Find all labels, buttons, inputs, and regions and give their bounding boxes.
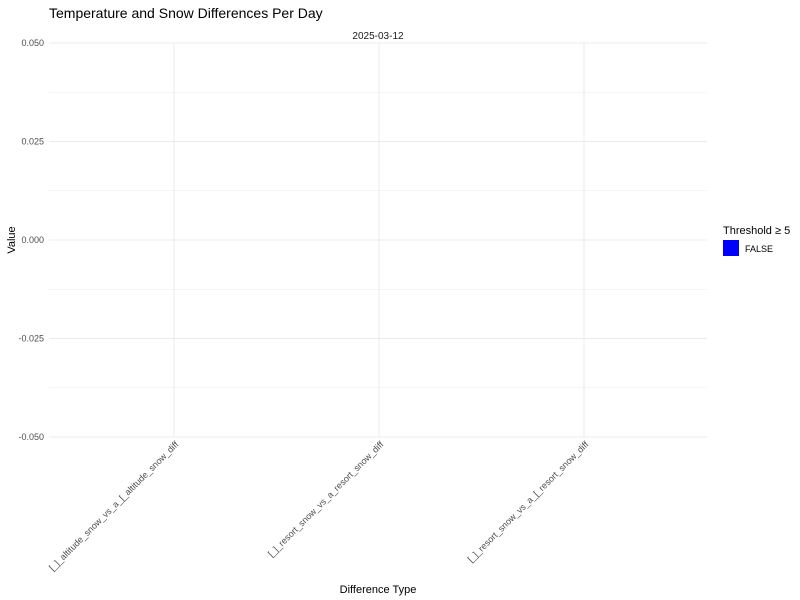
legend-label: FALSE — [745, 244, 773, 254]
y-tick-label: 0.025 — [21, 137, 44, 147]
x-axis-title: Difference Type — [340, 584, 417, 596]
legend-title: Threshold ≥ 5 — [723, 225, 790, 237]
y-tick-label: -0.050 — [18, 432, 44, 442]
x-tick-label: [_]_resort_snow_vs_a_[_resort_snow_diff — [466, 439, 591, 564]
y-tick-label: 0.050 — [21, 38, 44, 48]
minor-gridlines — [49, 91, 707, 389]
major-gridlines — [49, 42, 707, 438]
legend-entries: FALSE — [723, 240, 773, 256]
x-tick-label: [_]_resort_snow_vs_a_resort_snow_diff — [266, 439, 386, 559]
x-tick-label: [_]_altitude_snow_vs_a_[_altitude_snow_d… — [47, 439, 181, 573]
x-axis-ticks: [_]_altitude_snow_vs_a_[_altitude_snow_d… — [47, 439, 591, 573]
y-tick-label: -0.025 — [18, 334, 44, 344]
y-axis-title: Value — [6, 226, 18, 253]
legend: Threshold ≥ 5 FALSE — [723, 225, 790, 256]
facet-strip-label: 2025-03-12 — [352, 31, 404, 42]
legend-key — [723, 240, 739, 256]
y-axis-ticks: 0.050 0.025 0.000 -0.025 -0.050 — [18, 38, 44, 442]
chart-title: Temperature and Snow Differences Per Day — [49, 5, 323, 21]
y-tick-label: 0.000 — [21, 235, 44, 245]
